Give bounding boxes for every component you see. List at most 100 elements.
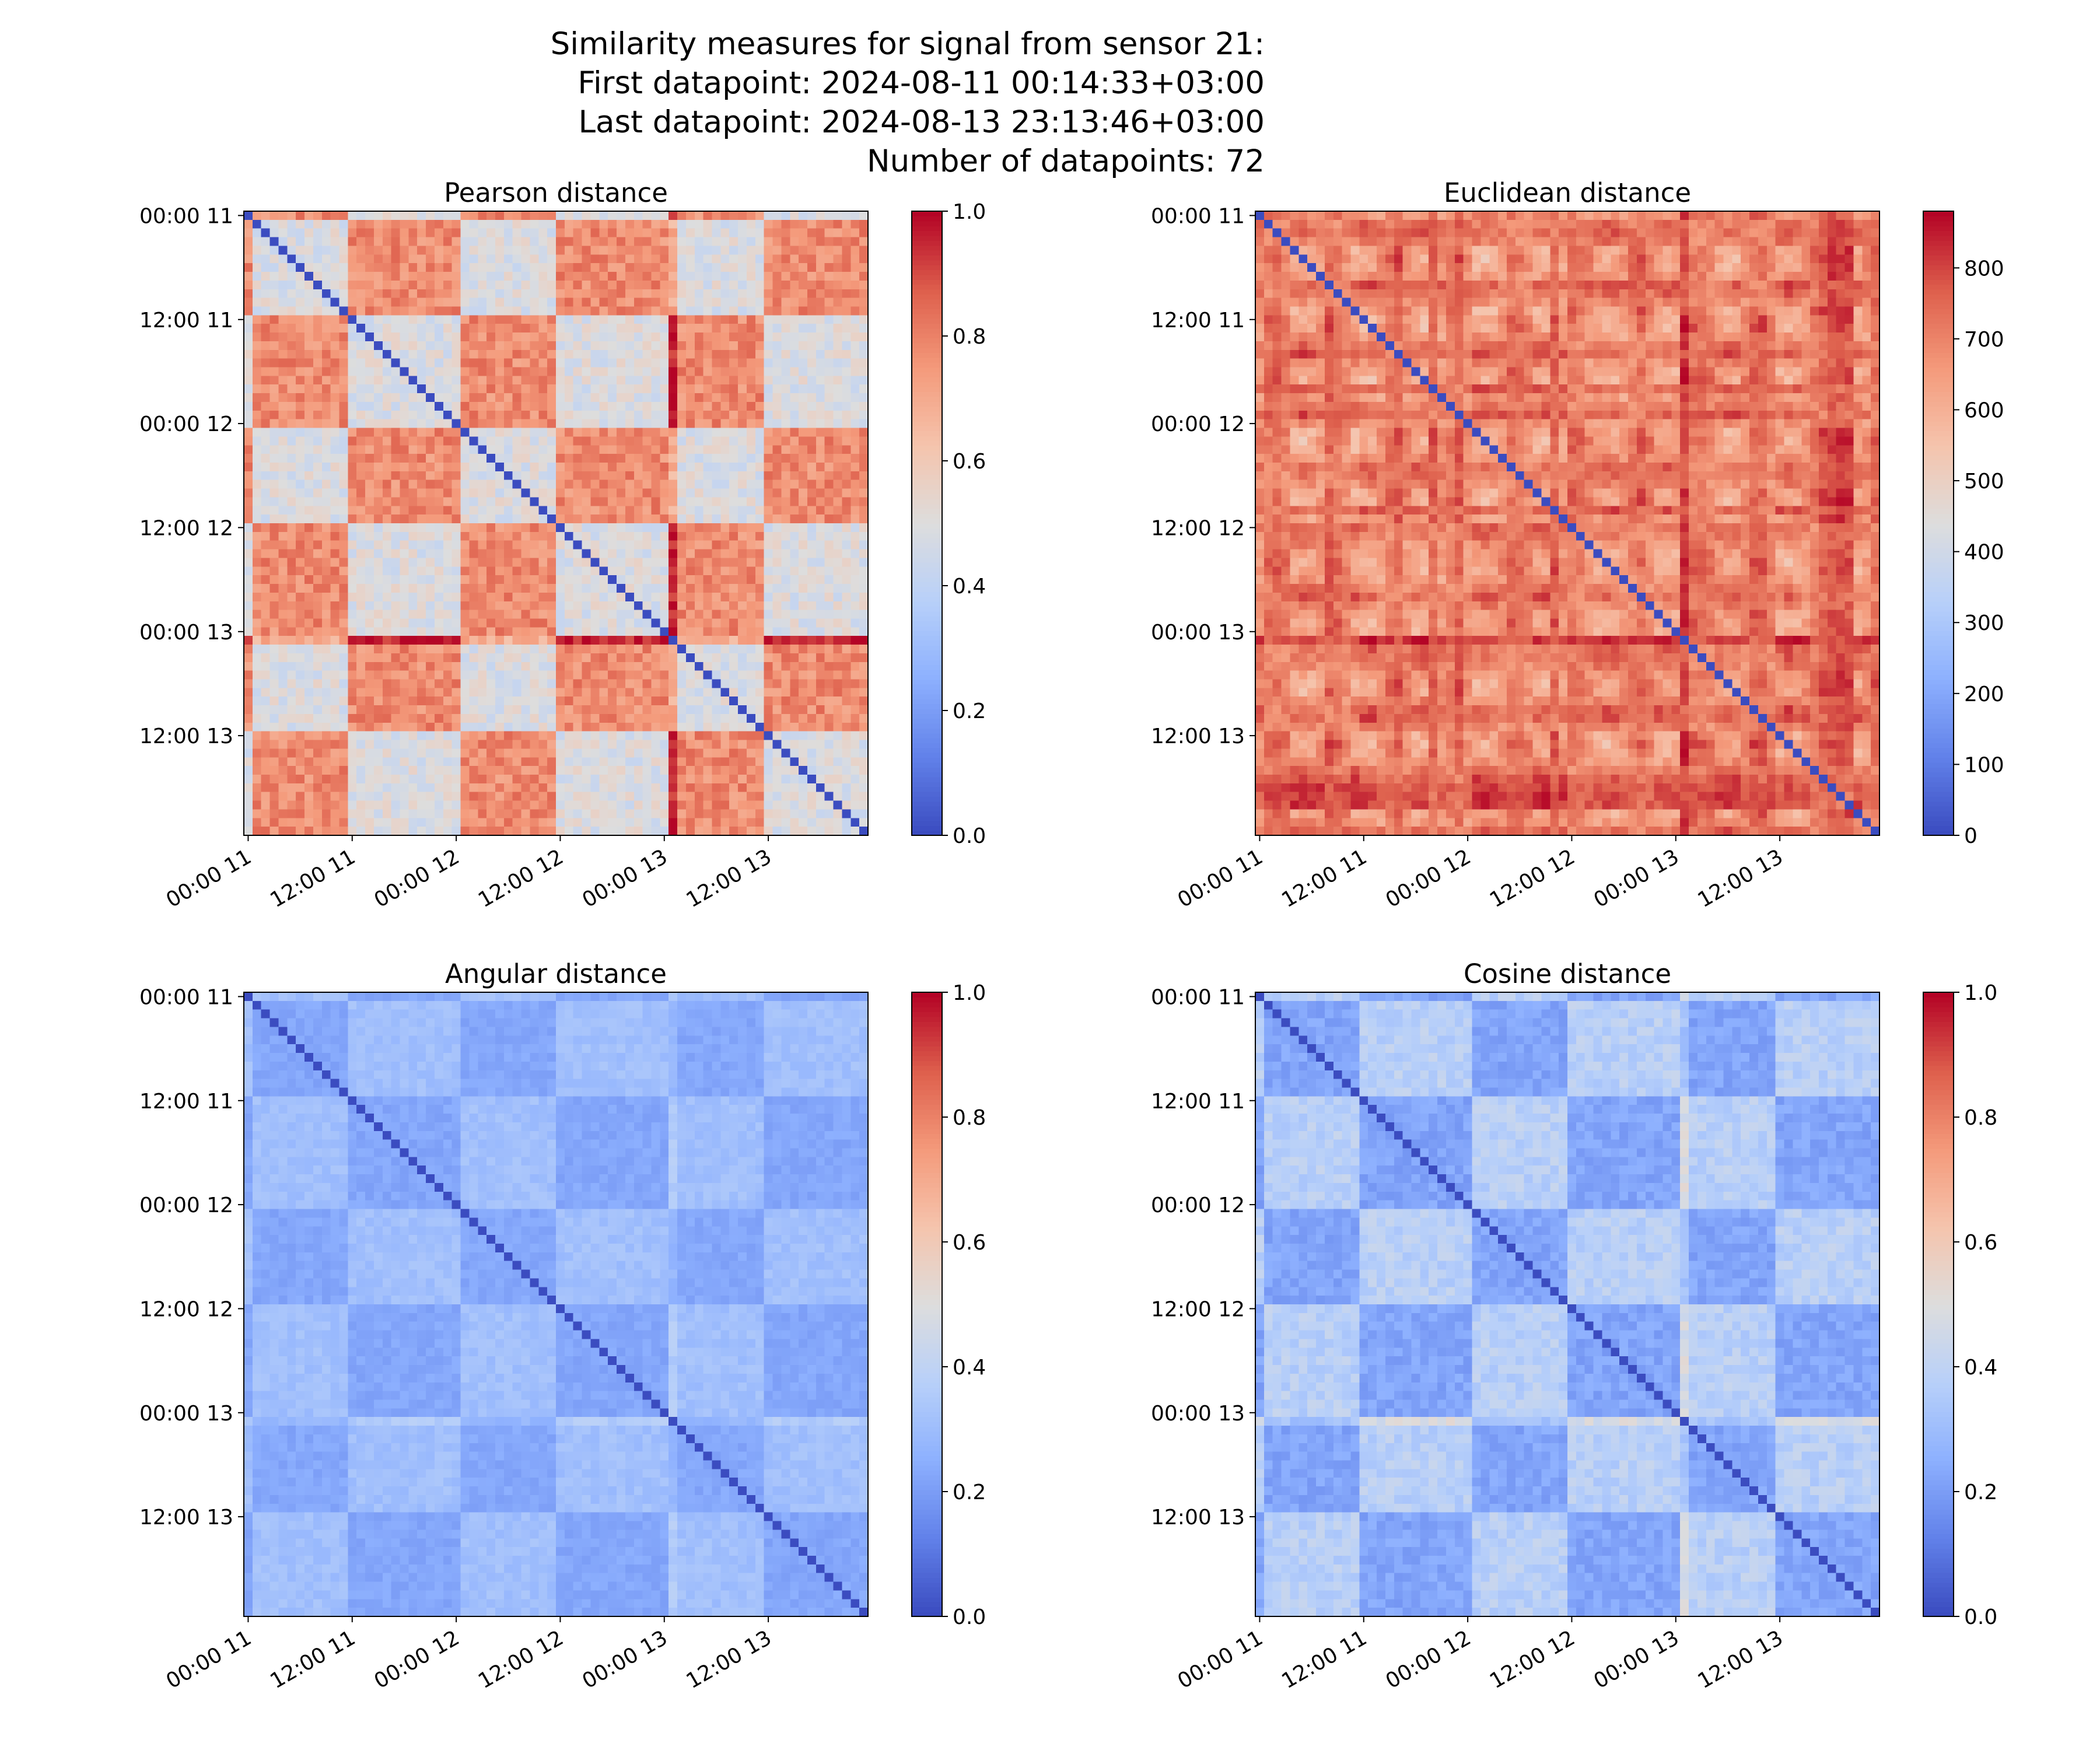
heatmap-cell (339, 367, 348, 376)
heatmap-cell (252, 488, 262, 498)
heatmap-cell (391, 740, 401, 749)
heatmap-cell (582, 792, 592, 802)
heatmap-cell (356, 766, 366, 775)
heatmap-cell (356, 289, 366, 299)
heatmap-cell (417, 298, 426, 307)
heatmap-cell (434, 722, 444, 732)
heatmap-cell (547, 523, 556, 533)
heatmap-cell (373, 601, 383, 611)
heatmap-cell (417, 349, 426, 359)
heatmap-cell (321, 506, 331, 515)
heatmap-cell (772, 272, 782, 281)
heatmap-cell (617, 575, 626, 584)
heatmap-cell (252, 289, 262, 299)
heatmap-cell (356, 341, 366, 351)
heatmap-cell (382, 367, 392, 376)
heatmap-cell (799, 480, 808, 489)
heatmap-cell (538, 670, 548, 680)
heatmap-cell (313, 696, 323, 706)
heatmap-cell (573, 419, 583, 429)
heatmap-cell (746, 332, 756, 342)
heatmap-cell (729, 731, 738, 741)
heatmap-cell (339, 792, 348, 802)
heatmap-cell (642, 228, 652, 238)
heatmap-cell (755, 246, 765, 255)
heatmap-cell (712, 645, 721, 654)
heatmap-cell (512, 462, 522, 472)
heatmap-cell (443, 540, 453, 550)
heatmap-cell (746, 462, 756, 472)
heatmap-cell (694, 480, 704, 489)
heatmap-cell (634, 254, 643, 264)
heatmap-cell (590, 228, 600, 238)
heatmap-cell (842, 549, 851, 559)
heatmap-cell (287, 462, 296, 472)
heatmap-cell (547, 254, 556, 264)
heatmap-cell (824, 645, 834, 654)
heatmap-cell (400, 705, 409, 715)
heatmap-cell (244, 523, 253, 533)
heatmap-cell (824, 792, 834, 802)
heatmap-cell (417, 558, 426, 567)
heatmap-cell (772, 488, 782, 498)
heatmap-cell (538, 315, 548, 324)
heatmap-cell (469, 211, 478, 220)
heatmap-cell (296, 471, 305, 481)
heatmap-cell (833, 740, 843, 749)
heatmap-cell (469, 748, 478, 758)
heatmap-cell (321, 566, 331, 576)
heatmap-cell (261, 445, 271, 454)
heatmap-cell (460, 358, 470, 368)
heatmap-cell (842, 713, 851, 723)
heatmap-cell (400, 748, 409, 758)
heatmap-cell (391, 748, 401, 758)
heatmap-cell (790, 428, 799, 437)
heatmap-cell (564, 272, 574, 281)
heatmap-cell (339, 254, 348, 264)
heatmap-cell (296, 575, 305, 584)
heatmap-cell (694, 748, 704, 758)
heatmap-cell (833, 436, 843, 446)
heatmap-cell (521, 670, 531, 680)
heatmap-cell (772, 306, 782, 316)
heatmap-cell (842, 480, 851, 489)
heatmap-cell (365, 332, 374, 342)
heatmap-cell (547, 800, 556, 810)
heatmap-cell (582, 740, 592, 749)
heatmap-cell (824, 662, 834, 671)
heatmap-cell (487, 497, 496, 506)
heatmap-cell (720, 376, 730, 385)
heatmap-cell (452, 280, 461, 290)
heatmap-cell (833, 610, 843, 620)
heatmap-cell (434, 471, 444, 481)
heatmap-cell (278, 662, 288, 671)
heatmap-cell (443, 740, 453, 749)
heatmap-cell (850, 436, 860, 446)
heatmap-cell (746, 306, 756, 316)
heatmap-cell (330, 246, 340, 255)
heatmap-cell (503, 246, 513, 255)
heatmap-cell (642, 393, 652, 402)
heatmap-cells (244, 211, 869, 836)
heatmap-cell (599, 575, 608, 584)
heatmap-cell (348, 272, 357, 281)
heatmap-cell (599, 471, 608, 481)
heatmap-cell (833, 653, 843, 663)
heatmap-cell (321, 549, 331, 559)
heatmap-cell (261, 280, 271, 290)
heatmap-cell (582, 488, 592, 498)
heatmap-cell (556, 636, 565, 645)
heatmap-cell (642, 506, 652, 515)
heatmap-cell (746, 670, 756, 680)
heatmap-cell (426, 280, 435, 290)
heatmap-cell (400, 263, 409, 272)
heatmap-cell (807, 254, 817, 264)
heatmap-cell (772, 601, 782, 611)
heatmap-cell (356, 237, 366, 247)
heatmap-cell (590, 800, 600, 810)
heatmap-cell (521, 653, 531, 663)
heatmap-cell (365, 757, 374, 766)
heatmap-cell (590, 410, 600, 420)
heatmap-cell (816, 280, 825, 290)
heatmap-cell (850, 280, 860, 290)
